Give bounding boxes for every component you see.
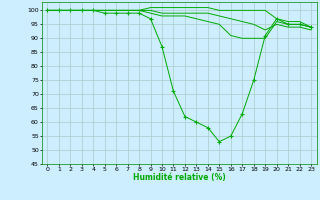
X-axis label: Humidité relative (%): Humidité relative (%) <box>133 173 226 182</box>
